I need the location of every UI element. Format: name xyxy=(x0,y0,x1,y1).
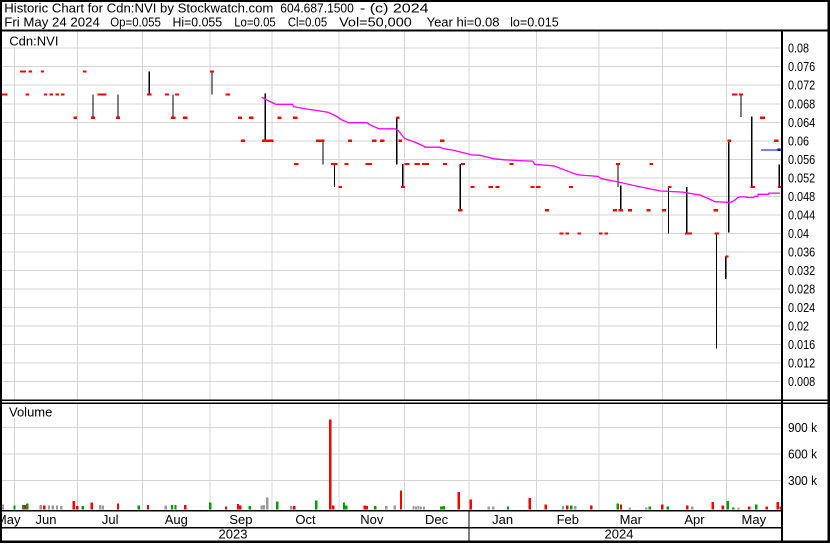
svg-text:Vol=50,000: Vol=50,000 xyxy=(339,15,412,30)
svg-text:0.032: 0.032 xyxy=(788,263,815,278)
svg-text:0.024: 0.024 xyxy=(788,300,815,315)
svg-text:Dec: Dec xyxy=(425,512,449,527)
svg-text:Apr: Apr xyxy=(684,512,705,527)
svg-text:0.008: 0.008 xyxy=(788,374,815,389)
svg-text:Op=0.055: Op=0.055 xyxy=(110,15,161,30)
svg-text:0.08: 0.08 xyxy=(788,41,809,56)
svg-text:0.044: 0.044 xyxy=(788,207,815,222)
svg-text:Lo=0.05: Lo=0.05 xyxy=(234,15,276,30)
svg-text:May: May xyxy=(0,512,21,527)
svg-text:Hi=0.055: Hi=0.055 xyxy=(173,15,223,30)
svg-text:Sep: Sep xyxy=(229,512,252,527)
svg-text:604.687.1500: 604.687.1500 xyxy=(280,1,354,16)
svg-text:0.048: 0.048 xyxy=(788,189,815,204)
svg-text:Cl=0.05: Cl=0.05 xyxy=(288,15,327,30)
svg-text:Mar: Mar xyxy=(620,512,643,527)
svg-text:Aug: Aug xyxy=(165,512,188,527)
svg-text:0.052: 0.052 xyxy=(788,170,815,185)
svg-text:Jan: Jan xyxy=(492,512,513,527)
svg-text:0.056: 0.056 xyxy=(788,152,815,167)
svg-text:0.036: 0.036 xyxy=(788,244,815,259)
svg-text:Jun: Jun xyxy=(36,512,57,527)
svg-text:0.04: 0.04 xyxy=(788,226,809,241)
svg-text:0.072: 0.072 xyxy=(788,78,815,93)
svg-text:Cdn:NVI: Cdn:NVI xyxy=(9,33,58,48)
svg-text:Year hi=0.08: Year hi=0.08 xyxy=(427,15,500,30)
svg-text:0.016: 0.016 xyxy=(788,337,815,352)
svg-text:600 k: 600 k xyxy=(788,447,817,462)
svg-text:Oct: Oct xyxy=(295,512,316,527)
svg-text:0.012: 0.012 xyxy=(788,356,815,371)
svg-text:0.064: 0.064 xyxy=(788,115,815,130)
svg-text:- (c) 2024: - (c) 2024 xyxy=(360,1,429,16)
svg-text:0.068: 0.068 xyxy=(788,96,815,111)
svg-text:0.02: 0.02 xyxy=(788,319,809,334)
svg-text:900 k: 900 k xyxy=(788,420,817,435)
svg-text:0.076: 0.076 xyxy=(788,59,815,74)
svg-text:0.028: 0.028 xyxy=(788,282,815,297)
svg-text:Historic Chart for Cdn:NVI by: Historic Chart for Cdn:NVI by Stockwatch… xyxy=(4,1,273,16)
svg-text:May: May xyxy=(742,512,767,527)
svg-text:300 k: 300 k xyxy=(788,473,817,488)
svg-text:Fri May 24 2024: Fri May 24 2024 xyxy=(4,15,100,30)
svg-text:Jul: Jul xyxy=(102,512,119,527)
svg-text:2024: 2024 xyxy=(605,527,634,542)
svg-text:0.06: 0.06 xyxy=(788,133,809,148)
svg-text:2023: 2023 xyxy=(219,527,248,542)
svg-text:Feb: Feb xyxy=(557,512,579,527)
svg-text:Nov: Nov xyxy=(360,512,384,527)
svg-text:lo=0.015: lo=0.015 xyxy=(510,15,559,30)
svg-text:Volume: Volume xyxy=(9,404,52,419)
